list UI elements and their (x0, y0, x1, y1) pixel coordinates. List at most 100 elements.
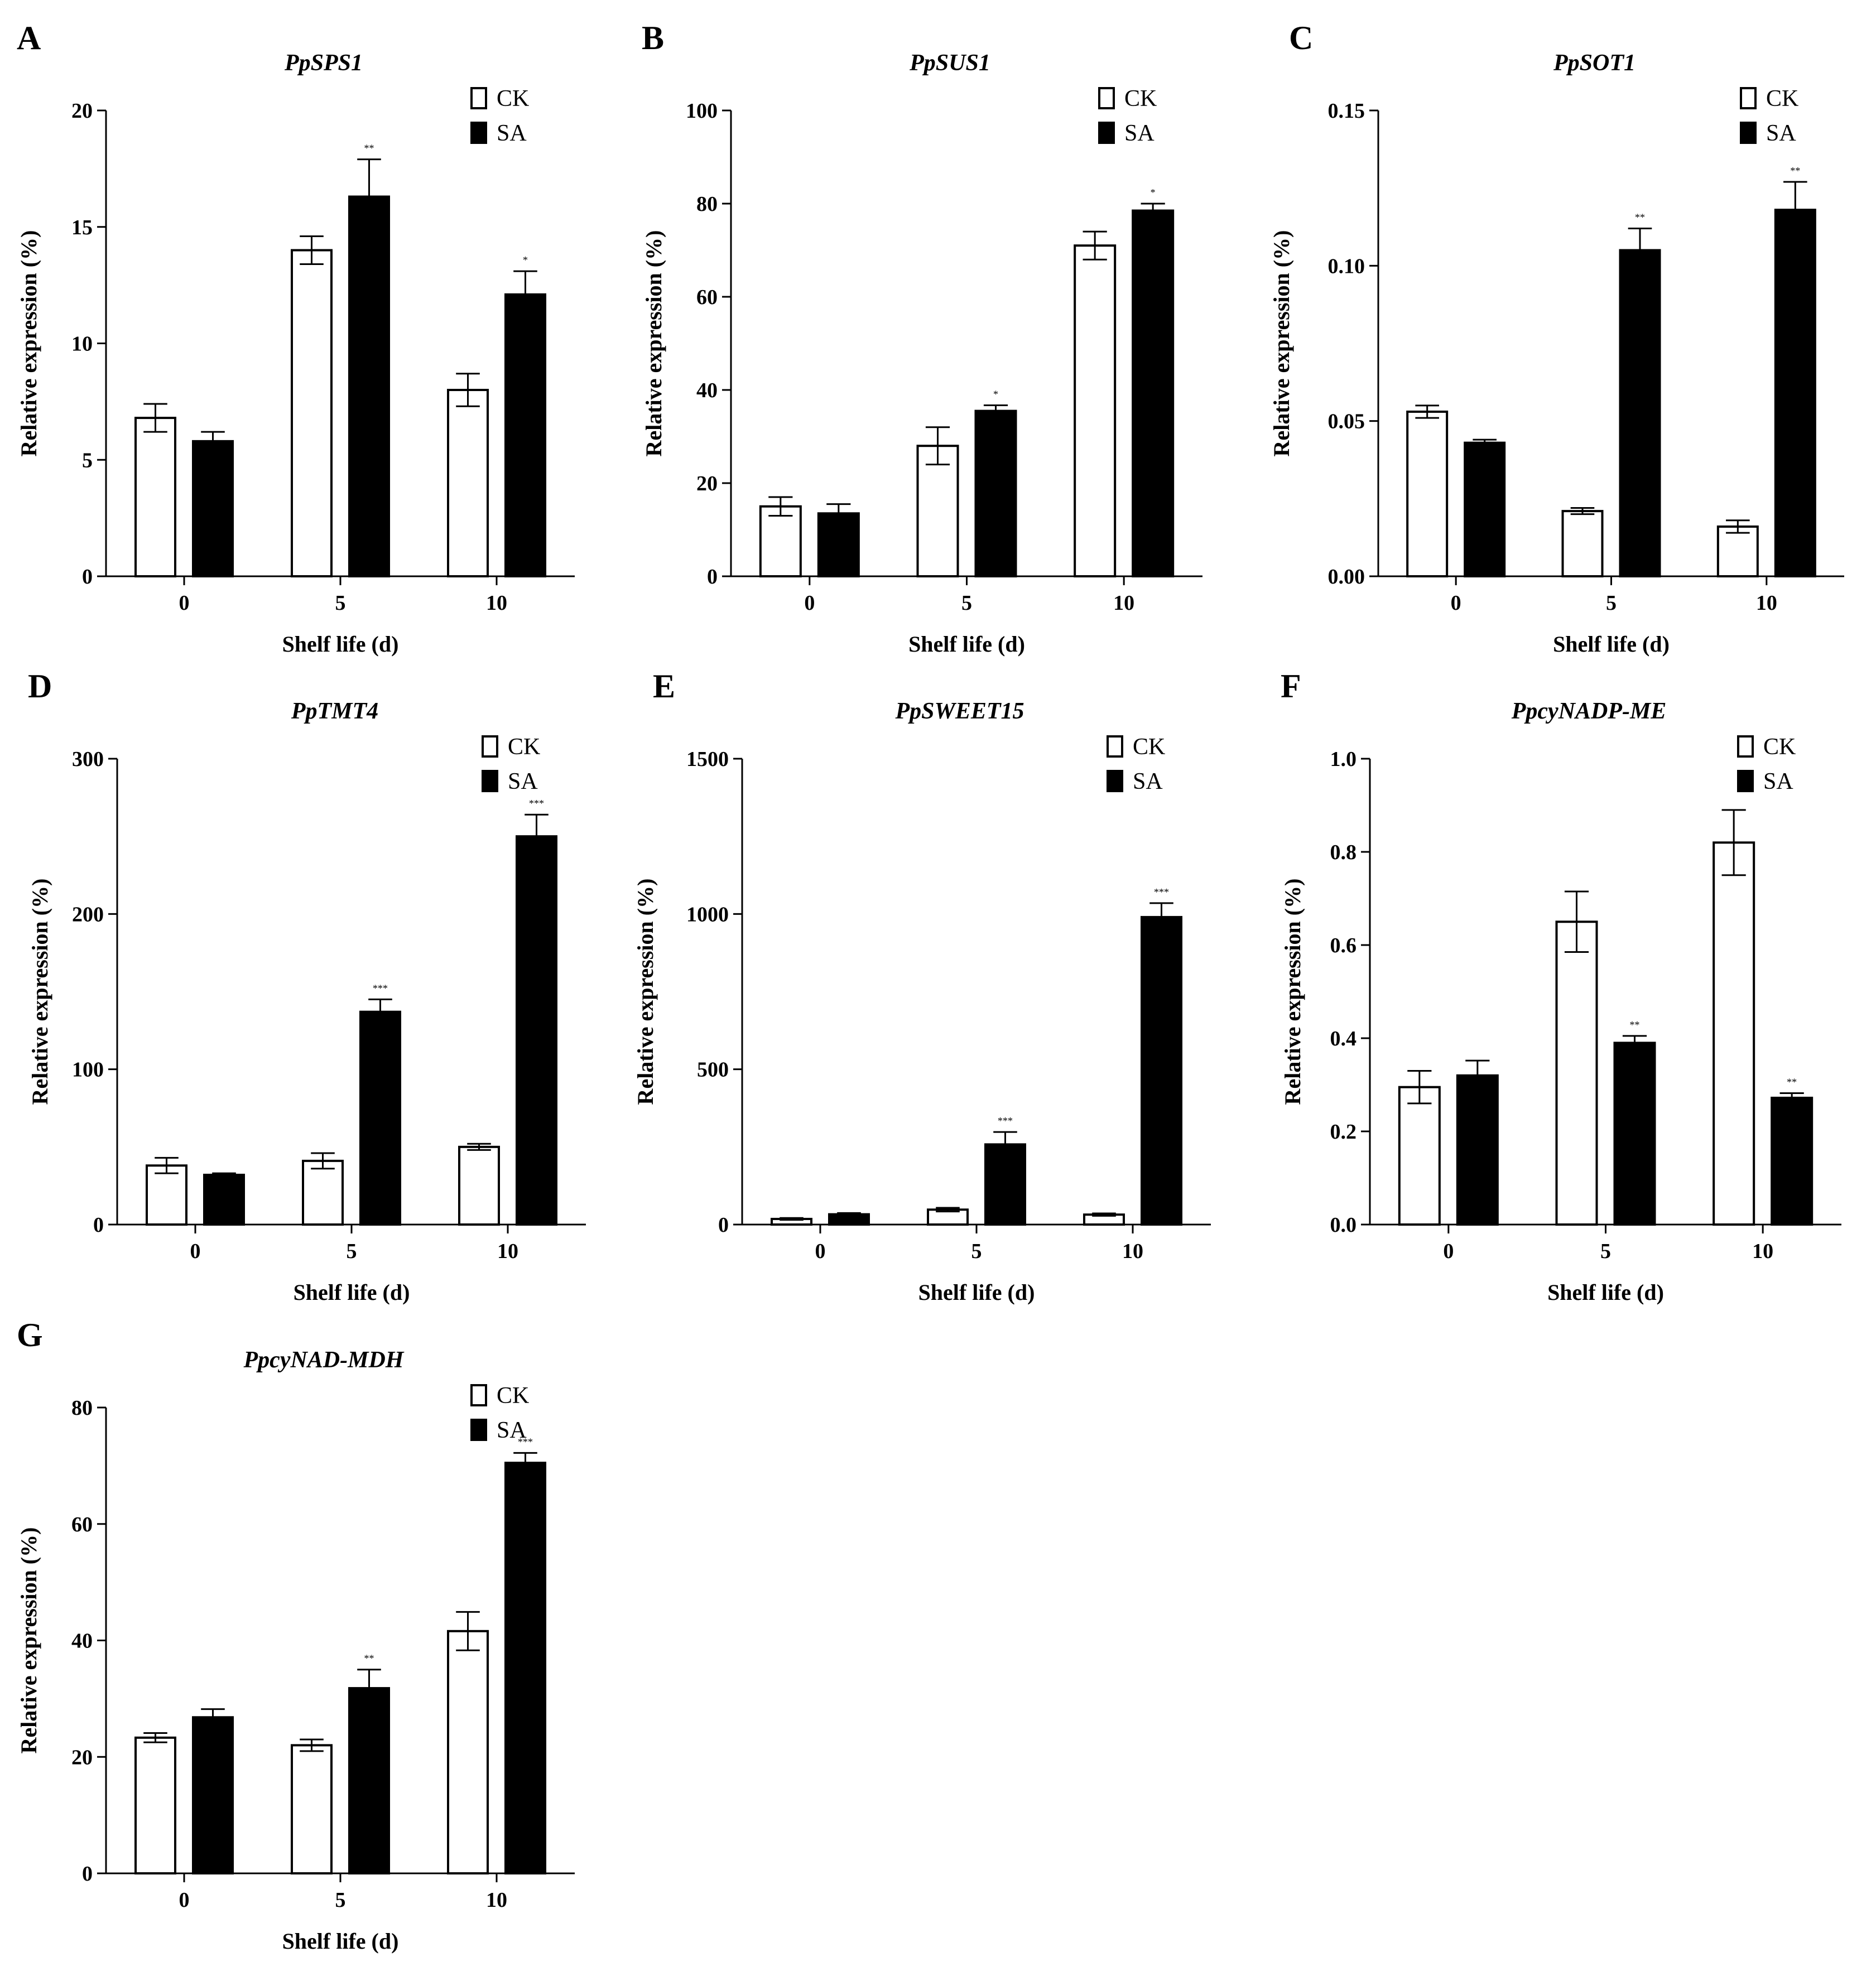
y-axis-label: Relative expression (%) (16, 1527, 41, 1754)
chart-title: PpSOT1 (1553, 50, 1636, 76)
y-tick-label: 0.2 (1330, 1120, 1357, 1144)
bar-sa (1132, 209, 1175, 577)
bar-sa (817, 512, 860, 578)
bar-ck (916, 445, 959, 578)
bar-ck (447, 389, 489, 577)
legend-label-sa: SA (1766, 121, 1796, 146)
y-tick-label: 0.05 (1328, 410, 1365, 433)
legend-swatch-sa (1740, 122, 1757, 144)
legend-label-ck: CK (1124, 86, 1157, 112)
panel-F: F PpcyNADP-ME 0.0 0.2 0.4 0.6 0.8 1.0 Relative e… (1280, 668, 1841, 1305)
significance-label: * (993, 389, 998, 400)
legend-label-ck: CK (1763, 734, 1796, 760)
bar-sa (1619, 249, 1661, 577)
significance-label: ** (364, 143, 374, 154)
bar-ck (134, 1736, 176, 1874)
x-tick-label: 0 (815, 1240, 826, 1263)
y-axis-label: Relative expression (%) (1280, 879, 1305, 1105)
x-tick-label: 10 (1122, 1240, 1143, 1263)
panel-G: G PpcyNAD-MDH 0 20 40 60 80 Relative expression… (16, 1317, 575, 1954)
y-tick-label: 0.00 (1328, 565, 1365, 589)
legend-label-ck: CK (497, 1383, 529, 1409)
bar-sa (192, 440, 234, 577)
bar-ck (1561, 510, 1604, 577)
significance-label: *** (998, 1115, 1013, 1126)
x-axis-label: Shelf life (d) (918, 1280, 1035, 1305)
significance-label: *** (518, 1436, 533, 1447)
y-tick-label: 15 (71, 216, 93, 239)
bar-sa (348, 195, 390, 578)
y-axis-label: Relative expression (%) (1269, 230, 1294, 457)
chart-title: PpSWEET15 (894, 698, 1024, 724)
x-tick-label: 0 (179, 591, 190, 615)
legend-label-sa: SA (497, 121, 527, 146)
panel-letter: A (17, 20, 41, 56)
bar-sa (1456, 1074, 1499, 1226)
panel-letter: B (642, 20, 664, 56)
y-tick-label: 5 (82, 449, 93, 472)
legend-label-ck: CK (1133, 734, 1165, 760)
panel-letter: F (1281, 668, 1301, 705)
y-tick-label: 20 (71, 1746, 93, 1769)
x-tick-label: 0 (190, 1240, 201, 1263)
y-tick-label: 10 (71, 332, 93, 356)
x-tick-label: 10 (1756, 591, 1777, 615)
y-axis-label: Relative expression (%) (641, 230, 666, 457)
chart-title: PpTMT4 (291, 698, 378, 724)
chart-title: PpSPS1 (284, 50, 363, 76)
x-tick-label: 5 (347, 1240, 357, 1263)
x-tick-label: 5 (1606, 591, 1617, 615)
y-tick-label: 0.8 (1330, 841, 1357, 864)
legend-swatch-ck (1107, 735, 1123, 758)
panel-letter: G (17, 1317, 43, 1353)
bar-sa (516, 835, 557, 1226)
y-tick-label: 0.4 (1330, 1027, 1357, 1050)
legend-swatch-sa (470, 1419, 487, 1441)
y-axis-label: Relative expression (%) (27, 879, 52, 1105)
y-tick-label: 80 (696, 192, 718, 216)
bar-sa (359, 1010, 401, 1226)
legend-label-sa: SA (1133, 769, 1163, 794)
x-tick-label: 0 (1451, 591, 1461, 615)
x-tick-label: 10 (1752, 1240, 1773, 1263)
y-tick-label: 0.0 (1330, 1213, 1357, 1237)
significance-label: * (1151, 187, 1156, 198)
bar-sa (1774, 209, 1816, 577)
y-tick-label: 20 (696, 472, 718, 495)
legend-label-sa: SA (1124, 121, 1155, 146)
panel-letter: E (653, 668, 675, 705)
bar-sa (1771, 1096, 1814, 1226)
x-tick-label: 5 (335, 591, 346, 615)
significance-label: ** (1630, 1019, 1640, 1030)
legend-swatch-sa (1737, 770, 1754, 792)
panel-C: C PpSOT1 0.00 0.05 0.10 0.15 Relative expressi… (1269, 20, 1844, 657)
bar-ck (1074, 244, 1117, 577)
x-axis-label: Shelf life (d) (294, 1280, 410, 1305)
bar-ck (302, 1159, 344, 1226)
x-tick-label: 10 (486, 591, 507, 615)
significance-label: ** (1635, 212, 1645, 223)
legend-swatch-ck (1737, 735, 1754, 758)
bar-sa (504, 293, 546, 577)
bar-sa (1141, 915, 1182, 1226)
legend-label-sa: SA (508, 769, 538, 794)
y-tick-label: 1.0 (1330, 748, 1357, 771)
x-axis-label: Shelf life (d) (1547, 1280, 1664, 1305)
x-tick-label: 10 (486, 1888, 507, 1912)
bar-sa (348, 1687, 390, 1874)
legend-swatch-ck (1740, 87, 1757, 109)
y-tick-label: 20 (71, 99, 93, 123)
y-tick-label: 60 (696, 286, 718, 309)
bar-ck (458, 1145, 500, 1226)
y-tick-label: 1500 (686, 748, 729, 771)
y-tick-label: 0 (718, 1213, 729, 1237)
significance-label: ** (1790, 165, 1800, 176)
x-axis-label: Shelf life (d) (1553, 632, 1670, 657)
x-tick-label: 5 (961, 591, 972, 615)
bar-sa (1464, 441, 1506, 578)
x-tick-label: 0 (804, 591, 815, 615)
x-tick-label: 10 (1113, 591, 1134, 615)
legend-swatch-sa (1098, 122, 1115, 144)
